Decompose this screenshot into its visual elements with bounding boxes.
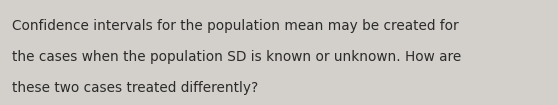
Text: the cases when the population SD is known or unknown. How are: the cases when the population SD is know… xyxy=(12,50,461,64)
Text: Confidence intervals for the population mean may be created for: Confidence intervals for the population … xyxy=(12,19,459,33)
Text: these two cases treated differently?: these two cases treated differently? xyxy=(12,81,258,95)
